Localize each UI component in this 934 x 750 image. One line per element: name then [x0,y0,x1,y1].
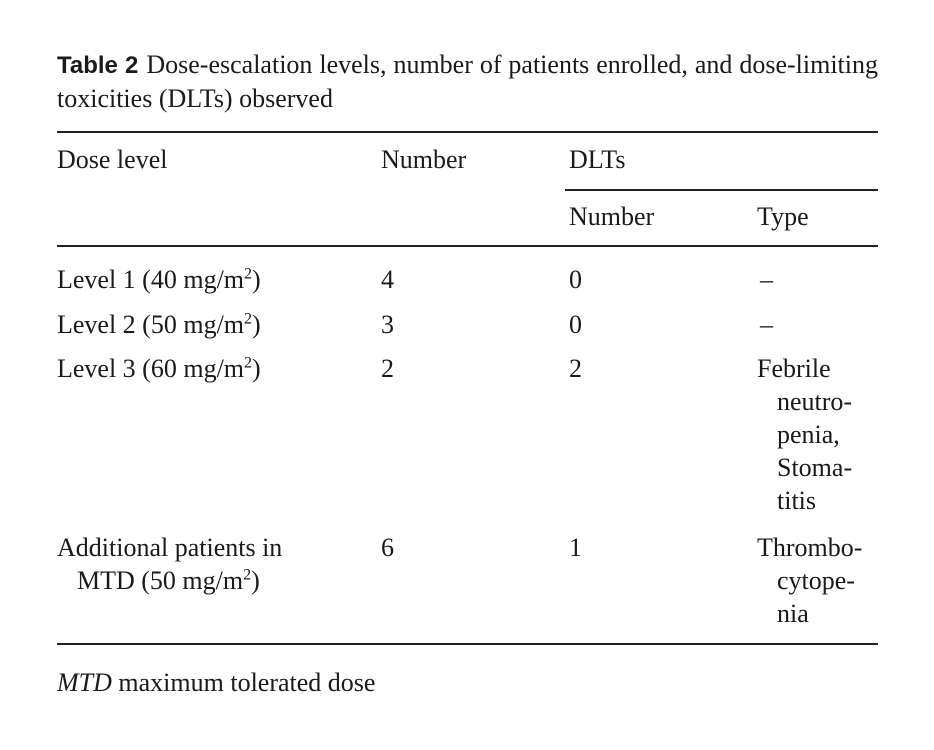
row-4-dlt-number: 1 [569,533,582,562]
row-3-number: 2 [381,354,394,383]
row-2-dlt-number: 0 [569,310,582,339]
row-4-dose: Additional patients in MTD (50 mg/m2) [57,533,283,595]
table-label: Table 2 [57,52,139,79]
table-footnote: MTD maximum tolerated dose [57,668,376,697]
row-2-dlt-type: – [760,310,773,339]
row-3-dose: Level 3 (60 mg/m2) [57,354,261,383]
bottom-rule [57,643,878,645]
row-3-dlt-number: 2 [569,354,582,383]
caption-text: Dose-escalation levels, number of patien… [57,50,878,113]
header-number: Number [381,145,467,174]
row-1-dose: Level 1 (40 mg/m2) [57,265,261,294]
row-1-dlt-number: 0 [569,265,582,294]
header-dlt-number: Number [569,202,655,231]
header-rule [57,245,878,247]
row-1-number: 4 [381,265,394,294]
row-1-dlt-type: – [760,265,773,294]
row-3-dlt-type: Febrile neutro- penia, Stoma- titis [757,354,853,515]
table-caption: Table 2 Dose-escalation levels, number of… [57,48,878,115]
top-rule [57,131,878,133]
row-4-dlt-type: Thrombo- cytope- nia [757,533,863,628]
header-dlt-type: Type [757,202,809,231]
header-dlts: DLTs [569,145,626,174]
dlts-rule [565,189,878,191]
row-2-number: 3 [381,310,394,339]
header-dose-level: Dose level [57,145,168,174]
row-2-dose: Level 2 (50 mg/m2) [57,310,261,339]
row-4-number: 6 [381,533,394,562]
